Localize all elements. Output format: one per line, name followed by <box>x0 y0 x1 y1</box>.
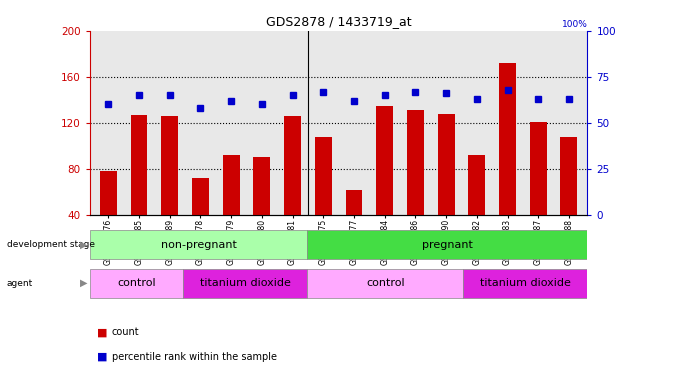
Text: agent: agent <box>7 278 33 288</box>
Bar <box>437 114 455 215</box>
Text: titanium dioxide: titanium dioxide <box>480 278 571 288</box>
Bar <box>346 190 362 215</box>
Bar <box>468 155 485 215</box>
Text: count: count <box>112 327 140 337</box>
Text: development stage: development stage <box>7 240 95 249</box>
Text: control: control <box>117 278 155 288</box>
Bar <box>131 115 147 215</box>
Bar <box>284 116 301 215</box>
Bar <box>100 171 117 215</box>
Bar <box>530 122 547 215</box>
FancyBboxPatch shape <box>307 230 587 260</box>
Bar <box>223 155 240 215</box>
FancyBboxPatch shape <box>183 268 307 298</box>
FancyBboxPatch shape <box>307 268 463 298</box>
Text: ▶: ▶ <box>79 278 87 288</box>
Bar <box>315 137 332 215</box>
Bar <box>254 157 270 215</box>
Title: GDS2878 / 1433719_at: GDS2878 / 1433719_at <box>266 15 411 28</box>
Bar <box>499 63 516 215</box>
FancyBboxPatch shape <box>90 268 183 298</box>
Text: ■: ■ <box>97 327 107 337</box>
Text: titanium dioxide: titanium dioxide <box>200 278 291 288</box>
Bar <box>376 106 393 215</box>
FancyBboxPatch shape <box>90 230 307 260</box>
Text: control: control <box>366 278 404 288</box>
Text: 100%: 100% <box>562 20 587 29</box>
Text: percentile rank within the sample: percentile rank within the sample <box>112 352 277 362</box>
Text: ▶: ▶ <box>79 240 87 250</box>
Text: ■: ■ <box>97 352 107 362</box>
Text: non-pregnant: non-pregnant <box>161 240 236 250</box>
Bar <box>560 137 578 215</box>
Bar <box>161 116 178 215</box>
Bar <box>192 178 209 215</box>
Bar <box>407 110 424 215</box>
FancyBboxPatch shape <box>463 268 587 298</box>
Text: pregnant: pregnant <box>422 240 473 250</box>
